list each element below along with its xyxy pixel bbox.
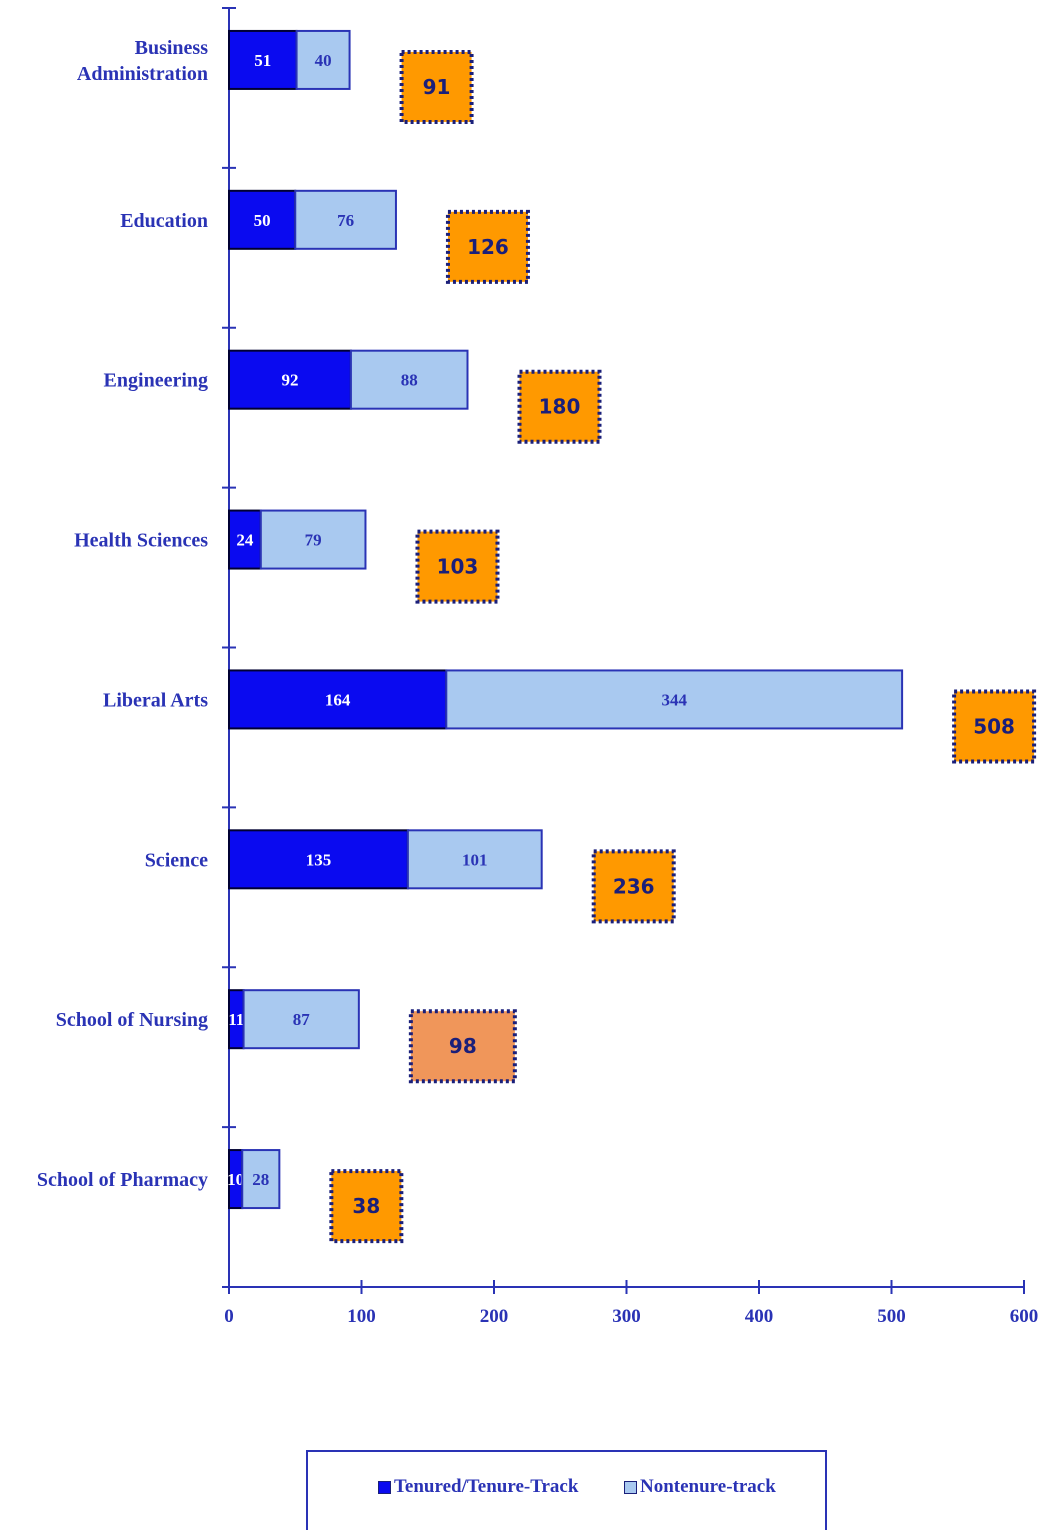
legend-item-nontenure: Nontenure-track [624,1476,776,1498]
total-box [415,529,500,604]
category-label: Education [120,210,208,232]
data-label-nontenure: 76 [337,211,354,230]
total-box [517,369,602,444]
bar-nontenure [241,1149,281,1210]
x-tick-label: 600 [1010,1306,1039,1327]
total-label: 91 [423,75,451,99]
legend-swatch-nontenure [624,1480,637,1494]
total-label: 180 [539,395,581,419]
x-tick-label: 100 [347,1306,376,1327]
category-label: Business [135,37,209,59]
legend: Tenured/Tenure-Track Nontenure-track [306,1450,827,1530]
legend-label-nontenure: Nontenure-track [640,1476,776,1497]
data-label-nontenure: 40 [315,51,332,70]
total-label: 103 [437,555,479,579]
bar-tenured [228,509,262,570]
bar-tenured [228,349,352,410]
category-label: Administration [77,63,208,85]
x-tick-label: 500 [877,1306,906,1327]
bar-nontenure [295,29,351,90]
total-label: 126 [467,235,509,259]
data-label-nontenure: 344 [661,690,687,709]
category-label: School of Pharmacy [37,1169,208,1191]
bar-tenured [228,829,409,890]
total-label: 508 [973,714,1015,738]
legend-label-tenured: Tenured/Tenure-Track [394,1476,579,1497]
plot-area: 0 100 200 300 400 500 600 Business Administratio… [37,7,1039,1327]
total-box [445,209,530,284]
data-label-tenured: 10 [227,1170,244,1189]
total-box [329,1169,404,1244]
legend-item-tenured: Tenured/Tenure-Track [378,1476,578,1498]
data-label-tenured: 50 [254,211,271,230]
bar-nontenure [349,349,469,410]
bar-nontenure [445,669,904,730]
x-tick-label: 400 [745,1306,774,1327]
category-label: Science [145,849,208,871]
category-label: Liberal Arts [103,689,208,711]
bar-nontenure [406,829,543,890]
total-label: 236 [613,874,655,898]
category-label: Engineering [104,370,208,392]
data-label-nontenure: 88 [401,371,418,390]
data-label-tenured: 24 [236,531,254,550]
bar-nontenure [294,189,397,250]
x-tick-label: 300 [612,1306,641,1327]
data-label-nontenure: 87 [293,1010,311,1029]
total-box [408,1009,517,1084]
legend-swatch-tenured [378,1480,391,1494]
data-label-nontenure: 28 [252,1170,269,1189]
x-tick-label: 0 [224,1306,234,1327]
total-box [591,849,676,924]
data-label-tenured: 92 [281,371,298,390]
x-tick-label: 200 [480,1306,509,1327]
data-label-nontenure: 79 [305,531,322,550]
data-label-tenured: 164 [325,690,351,709]
data-label-tenured: 11 [228,1010,244,1029]
bar-nontenure [242,989,360,1050]
bar-nontenure [259,509,367,570]
data-label-tenured: 135 [306,850,332,869]
data-label-nontenure: 101 [462,850,488,869]
total-label: 98 [449,1034,477,1058]
total-box [399,49,474,124]
bar-tenured [228,669,448,730]
total-label: 38 [352,1194,380,1218]
data-label-tenured: 51 [254,51,271,70]
bar-tenured [228,189,297,250]
total-box [952,689,1037,764]
category-label: Health Sciences [74,530,208,552]
category-label: School of Nursing [56,1009,208,1031]
